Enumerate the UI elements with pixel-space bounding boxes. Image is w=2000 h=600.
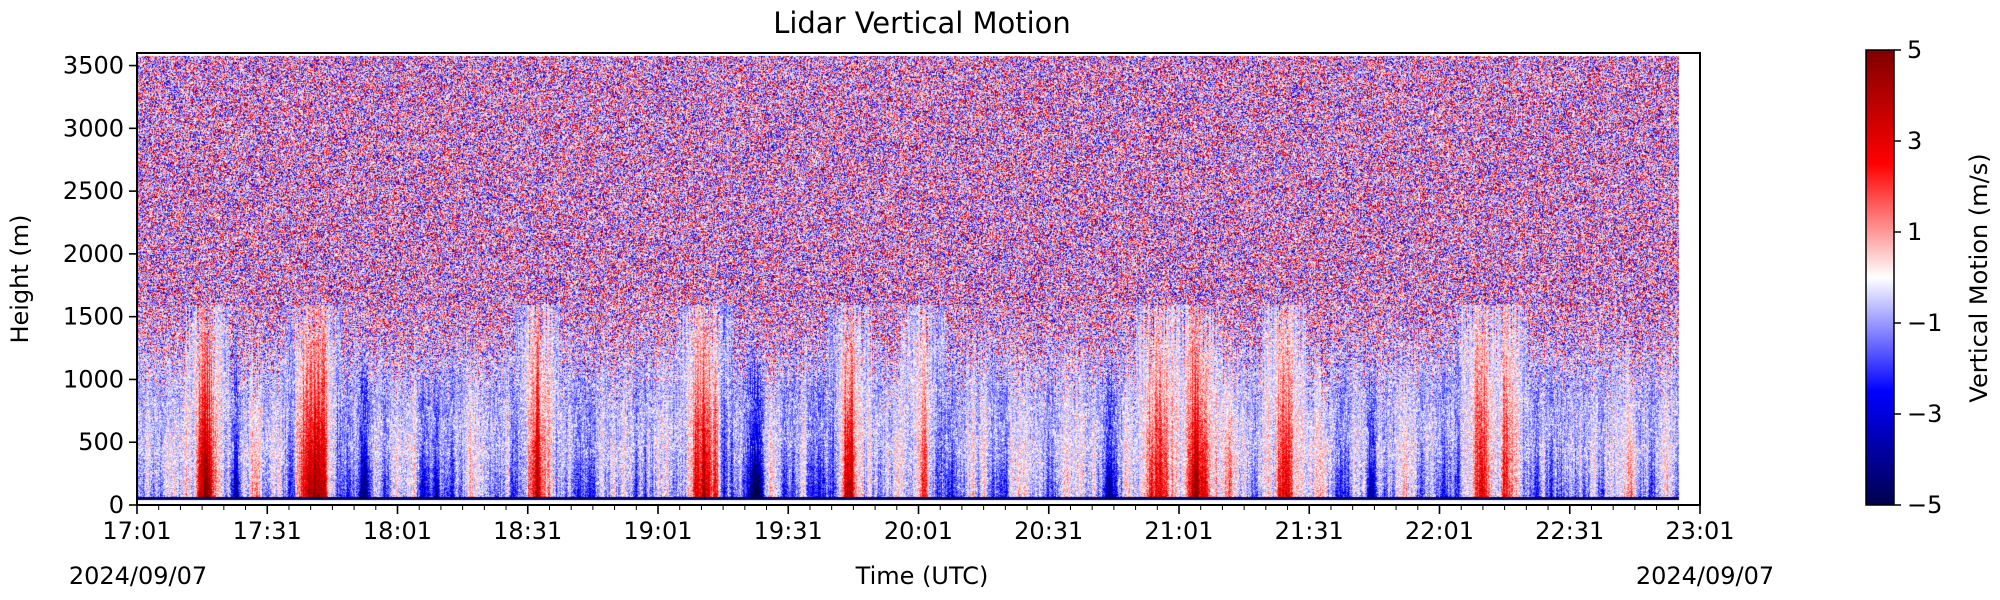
y-tick-label: 3500 xyxy=(63,52,124,80)
y-tick-label: 1000 xyxy=(63,365,124,393)
y-tick-label: 1500 xyxy=(63,303,124,331)
colorbar-tick-label: 3 xyxy=(1907,127,1922,155)
x-tick-label: 22:01 xyxy=(1405,517,1474,545)
colorbar-tick-label: −5 xyxy=(1907,491,1942,519)
colorbar-label: Vertical Motion (m/s) xyxy=(1965,153,1993,402)
y-tick-label: 2500 xyxy=(63,177,124,205)
colorbar-tick-label: 1 xyxy=(1907,218,1922,246)
x-tick-label: 19:31 xyxy=(754,517,823,545)
date-start-label: 2024/09/07 xyxy=(69,562,207,590)
x-tick-label: 21:01 xyxy=(1144,517,1213,545)
colorbar-tick-label: 5 xyxy=(1907,36,1922,64)
colorbar-tick-label: −1 xyxy=(1907,309,1942,337)
x-tick-label: 18:31 xyxy=(493,517,562,545)
x-tick-label: 17:31 xyxy=(233,517,302,545)
y-tick-label: 2000 xyxy=(63,240,124,268)
y-tick-label: 3000 xyxy=(63,114,124,142)
heatmap-image xyxy=(137,53,1700,505)
x-tick-label: 21:31 xyxy=(1275,517,1344,545)
date-end-label: 2024/09/07 xyxy=(1636,562,1774,590)
x-axis-label: Time (UTC) xyxy=(855,562,989,590)
x-axis: 17:01 17:31 18:01 18:31 19:01 19:31 20:01 20:31… xyxy=(102,505,1735,545)
y-axis: 0 500 1000 1500 2000 2500 3000 3500 xyxy=(63,52,137,519)
y-axis-label: Height (m) xyxy=(6,214,34,343)
x-tick-label: 20:31 xyxy=(1014,517,1083,545)
x-tick-label: 20:01 xyxy=(884,517,953,545)
colorbar-gradient xyxy=(1865,49,1895,506)
x-tick-label: 18:01 xyxy=(363,517,432,545)
y-tick-label: 500 xyxy=(78,428,124,456)
chart-title: Lidar Vertical Motion xyxy=(773,6,1071,40)
x-tick-label: 17:01 xyxy=(102,517,171,545)
colorbar-tick-label: −3 xyxy=(1907,400,1942,428)
colorbar: 5 3 1 −1 −3 −5 Vertical Motion (m/s) xyxy=(1865,36,1993,519)
x-tick-label: 22:31 xyxy=(1535,517,1604,545)
y-tick-label: 0 xyxy=(109,491,124,519)
colorbar-ticks: 5 3 1 −1 −3 −5 xyxy=(1894,36,1942,519)
plot-area xyxy=(136,52,1701,506)
x-tick-label: 23:01 xyxy=(1665,517,1734,545)
x-tick-label: 19:01 xyxy=(623,517,692,545)
